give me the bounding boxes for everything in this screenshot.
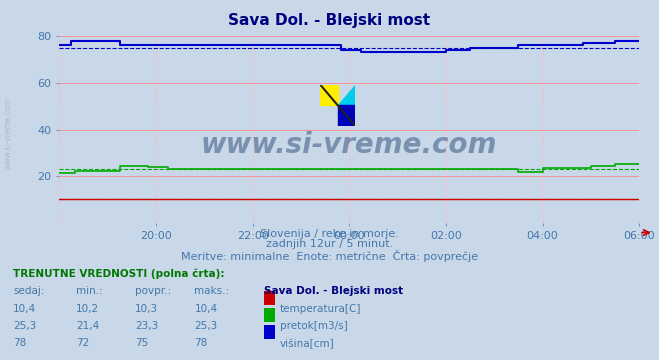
Text: pretok[m3/s]: pretok[m3/s] bbox=[280, 321, 348, 331]
Text: maks.:: maks.: bbox=[194, 286, 229, 296]
Text: 72: 72 bbox=[76, 338, 89, 348]
Text: sedaj:: sedaj: bbox=[13, 286, 45, 296]
Text: 78: 78 bbox=[194, 338, 208, 348]
Text: 21,4: 21,4 bbox=[76, 321, 99, 331]
Text: povpr.:: povpr.: bbox=[135, 286, 171, 296]
Text: www.si-vreme.com: www.si-vreme.com bbox=[3, 97, 13, 169]
Text: 10,4: 10,4 bbox=[194, 304, 217, 314]
Text: 75: 75 bbox=[135, 338, 148, 348]
Text: TRENUTNE VREDNOSTI (polna črta):: TRENUTNE VREDNOSTI (polna črta): bbox=[13, 268, 225, 279]
Text: 78: 78 bbox=[13, 338, 26, 348]
Text: 23,3: 23,3 bbox=[135, 321, 158, 331]
Text: Meritve: minimalne  Enote: metrične  Črta: povprečje: Meritve: minimalne Enote: metrične Črta:… bbox=[181, 250, 478, 262]
Text: 25,3: 25,3 bbox=[194, 321, 217, 331]
Text: 10,4: 10,4 bbox=[13, 304, 36, 314]
Text: min.:: min.: bbox=[76, 286, 103, 296]
Text: Slovenija / reke in morje.: Slovenija / reke in morje. bbox=[260, 229, 399, 239]
Text: 25,3: 25,3 bbox=[13, 321, 36, 331]
Text: Sava Dol. - Blejski most: Sava Dol. - Blejski most bbox=[264, 286, 403, 296]
Text: 10,2: 10,2 bbox=[76, 304, 99, 314]
Text: 10,3: 10,3 bbox=[135, 304, 158, 314]
Text: zadnjih 12ur / 5 minut.: zadnjih 12ur / 5 minut. bbox=[266, 239, 393, 249]
Text: www.si-vreme.com: www.si-vreme.com bbox=[201, 131, 498, 158]
Text: temperatura[C]: temperatura[C] bbox=[280, 304, 362, 314]
Text: višina[cm]: višina[cm] bbox=[280, 338, 335, 349]
Text: Sava Dol. - Blejski most: Sava Dol. - Blejski most bbox=[229, 13, 430, 28]
